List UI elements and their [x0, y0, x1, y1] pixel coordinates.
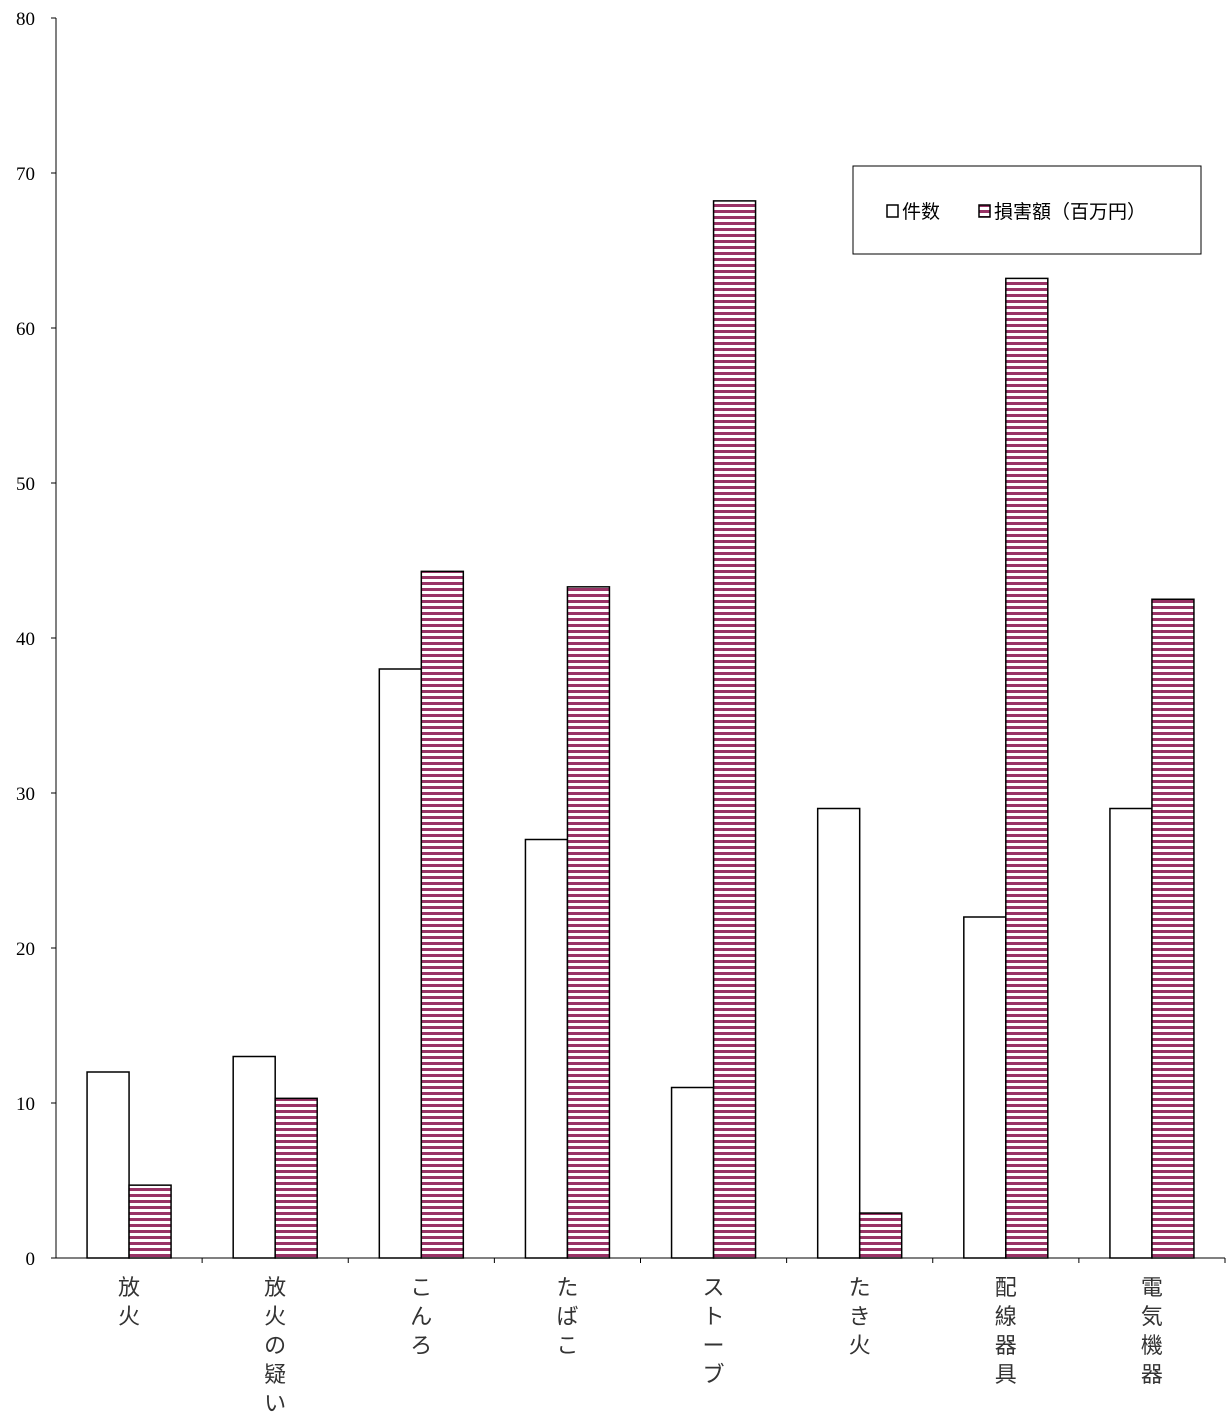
legend-swatch-damage [978, 204, 991, 218]
x-category-label: 火 [118, 1305, 140, 1330]
bar-count [816, 807, 861, 1259]
bar-count [232, 1055, 276, 1259]
x-category-label: ば [556, 1305, 578, 1330]
x-category-label: 放 [264, 1276, 286, 1301]
y-tick-label: 10 [16, 1094, 35, 1115]
y-tick-label: 80 [16, 9, 35, 30]
bar-damage [712, 200, 757, 1259]
x-category-label: た [849, 1276, 871, 1301]
bar-damage [420, 570, 465, 1259]
legend-label-damage: 損害額（百万円） [994, 201, 1146, 223]
x-category-label: 器 [1141, 1363, 1163, 1388]
legend-label-count: 件数 [902, 201, 940, 223]
y-tick-label: 20 [16, 939, 35, 960]
bar-count [378, 668, 423, 1259]
x-category-label: 疑 [264, 1363, 286, 1388]
x-category-label: 電 [1141, 1276, 1163, 1301]
y-tick-label: 70 [16, 164, 35, 185]
bar-damage [1151, 598, 1195, 1259]
bar-count [524, 838, 569, 1259]
y-tick-label: 50 [16, 474, 35, 495]
x-category-label: ろ [410, 1334, 432, 1359]
x-category-label: た [556, 1276, 578, 1301]
x-category-label: 気 [1141, 1305, 1163, 1330]
legend-swatch-count [886, 204, 899, 218]
x-category-label: い [264, 1392, 286, 1416]
y-tick-label: 30 [16, 784, 35, 805]
x-category-label: 放 [118, 1276, 140, 1301]
x-category-label: 火 [264, 1305, 286, 1330]
x-category-label: ん [410, 1305, 432, 1330]
legend: 件数 損害額（百万円） [852, 165, 1202, 255]
x-category-label: 具 [995, 1363, 1017, 1388]
bar-count [86, 1071, 130, 1259]
bar-damage [566, 586, 611, 1259]
bar-damage [128, 1184, 172, 1259]
bar-damage [858, 1212, 903, 1259]
bar-damage [274, 1097, 318, 1259]
y-tick-label: 0 [26, 1249, 36, 1270]
bars [86, 200, 1195, 1259]
bar-count [1109, 807, 1153, 1259]
x-category-label: ブ [703, 1363, 725, 1388]
bar-count [670, 1086, 715, 1259]
bar-damage [1005, 277, 1049, 1259]
labels: 01020304050607080放火放火の疑いこんろたばこストーブたき火配線器… [16, 9, 1163, 1416]
x-category-label: 火 [849, 1334, 871, 1359]
y-tick-label: 40 [16, 629, 35, 650]
x-category-label: 器 [995, 1334, 1017, 1359]
x-category-label: ス [703, 1276, 725, 1301]
x-category-label: こ [556, 1334, 578, 1359]
x-category-label: 配 [995, 1276, 1017, 1301]
x-category-label: の [264, 1334, 286, 1359]
y-tick-label: 60 [16, 319, 35, 340]
legend-box [852, 165, 1202, 255]
bar-count [963, 916, 1007, 1259]
x-category-label: き [849, 1305, 871, 1330]
x-category-label: ー [703, 1334, 725, 1359]
x-category-label: こ [410, 1276, 432, 1301]
x-category-label: ト [703, 1305, 725, 1330]
x-category-label: 線 [995, 1305, 1017, 1330]
x-category-label: 機 [1141, 1334, 1163, 1359]
